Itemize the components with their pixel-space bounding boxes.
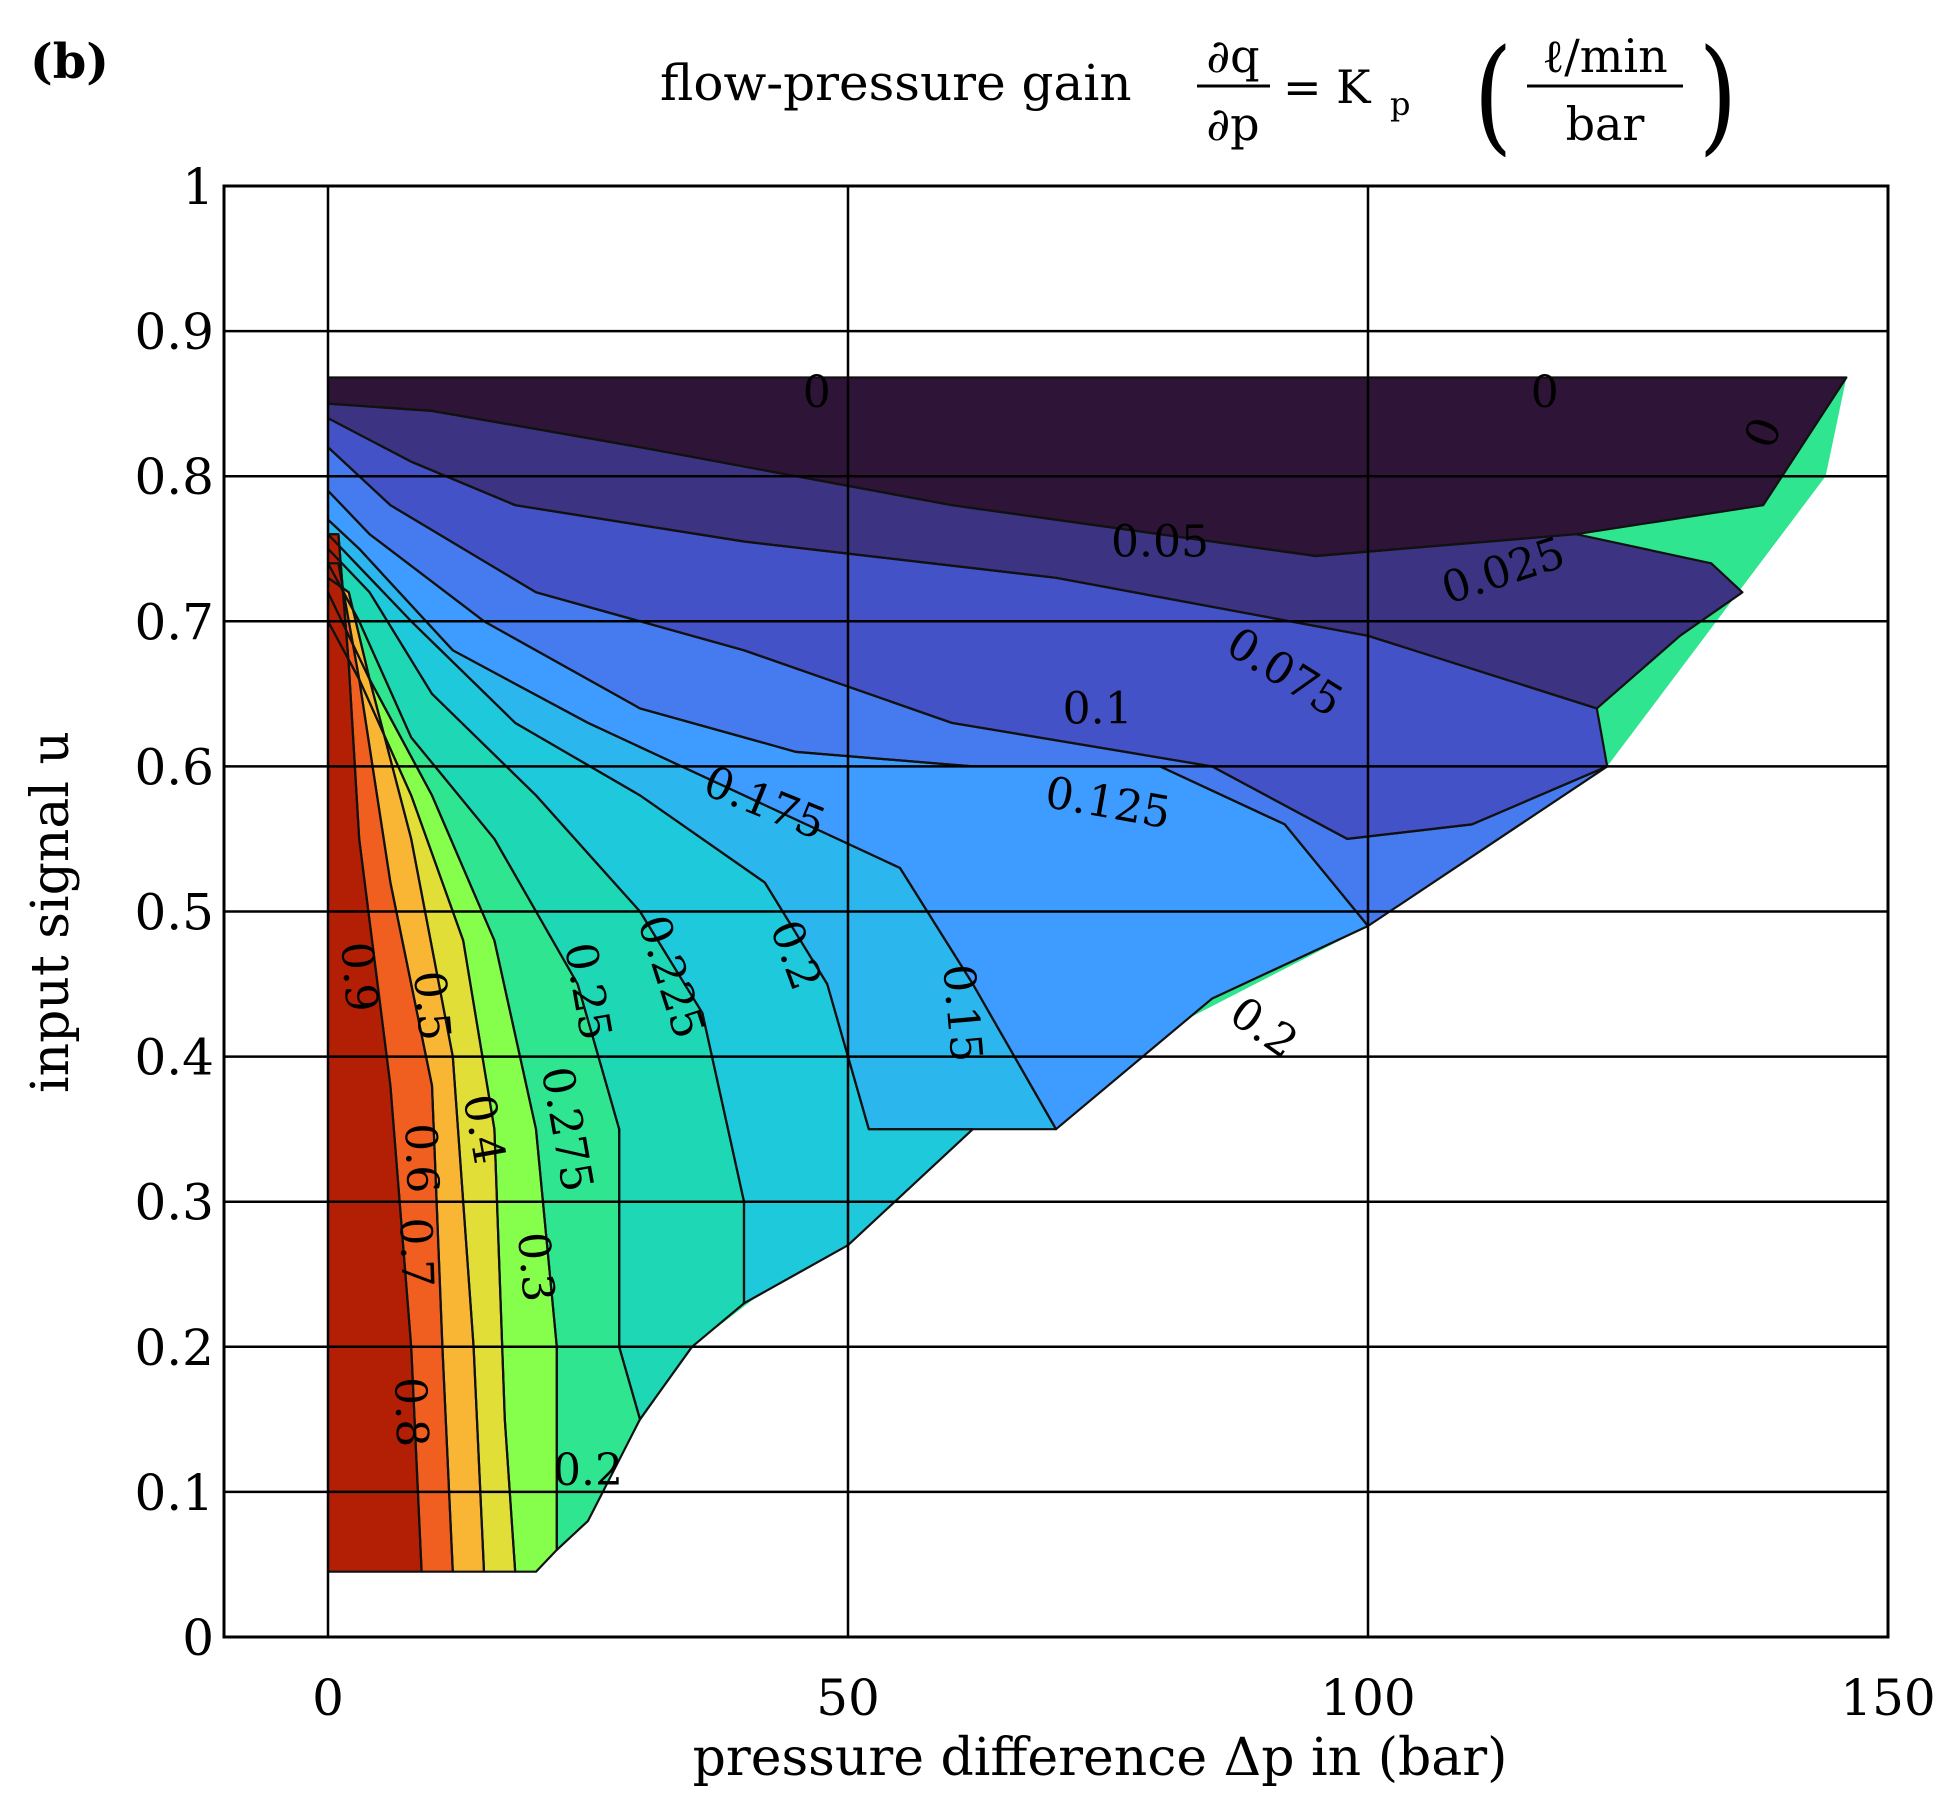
- contour-label: 0: [1531, 367, 1559, 418]
- contour-band-0_125: [328, 519, 1056, 1130]
- y-tick-label: 0.4: [134, 1029, 214, 1087]
- x-tick-label: 50: [816, 1669, 880, 1727]
- contour-label: 0.15: [932, 962, 991, 1064]
- x-axis-label: pressure difference Δp in (bar): [693, 1728, 1508, 1788]
- contour-label: 0.6: [394, 1122, 447, 1194]
- contour-band-0_05: [328, 418, 1608, 839]
- y-tick-label: 0.9: [134, 303, 214, 361]
- contour-label: 0.05: [1111, 516, 1209, 567]
- y-tick-label: 0.6: [134, 738, 214, 796]
- contour-band-0_4: [328, 563, 484, 1572]
- contour-band-0_8: [328, 534, 422, 1572]
- title-paren-left: (: [1473, 22, 1512, 168]
- contour-band-0_2: [328, 563, 640, 1550]
- x-tick-label: 100: [1320, 1669, 1415, 1727]
- contour-band-0_25: [328, 592, 557, 1572]
- y-tick-label: 0.2: [134, 1319, 214, 1377]
- y-axis-ticks: 0 0.1 0.2 0.3 0.4 0.5 0.6 0.7 0.8 0.9 1: [134, 158, 214, 1667]
- title-paren-right: ): [1698, 22, 1737, 168]
- y-tick-label: 0.5: [134, 884, 214, 942]
- y-tick-label: 1: [182, 158, 214, 216]
- y-tick-label: 0.3: [134, 1174, 214, 1232]
- x-tick-label: 150: [1840, 1669, 1935, 1727]
- plot-area: 0 000.0250.050.0750.10.1250.1750.20.150.2…: [222, 184, 1890, 1639]
- title-frac-denominator: ∂p: [1206, 97, 1259, 151]
- title-unit-numerator: ℓ/min: [1542, 29, 1668, 83]
- contour-label: 0.1: [1063, 683, 1133, 734]
- x-tick-label: 0: [312, 1669, 344, 1727]
- title-frac-numerator: ∂q: [1206, 29, 1259, 83]
- panel-label: (b): [30, 34, 109, 90]
- y-tick-label: 0.1: [134, 1464, 214, 1522]
- title-text: flow-pressure gain: [660, 54, 1132, 112]
- contour-label: 0.8: [384, 1376, 437, 1448]
- y-tick-label: 0.8: [134, 448, 214, 506]
- title-subscript: p: [1390, 85, 1410, 123]
- contour-label: 0.2: [553, 1445, 623, 1496]
- y-tick-label: 0.7: [134, 593, 214, 651]
- title-equals-k: = K: [1283, 60, 1372, 114]
- contour-band-0_3: [328, 577, 516, 1572]
- y-tick-label: 0: [182, 1609, 214, 1667]
- title-unit-denominator: bar: [1566, 97, 1645, 151]
- contour-label: 0.5: [403, 969, 460, 1043]
- chart-title: flow-pressure gain ∂q ∂p = K p ( ℓ/min b…: [660, 22, 1738, 168]
- contour-bands: [328, 377, 1847, 1572]
- contour-label: 0.7: [389, 1217, 442, 1289]
- x-axis-ticks: 0 50 100 150: [312, 1669, 1936, 1727]
- contour-band-0_15: [328, 534, 973, 1304]
- y-axis-label: input signal u: [21, 731, 81, 1093]
- contour-band-0: [328, 377, 1847, 556]
- contour-line-0_8: [328, 533, 423, 1573]
- contour-band-0_6: [328, 534, 453, 1572]
- contour-label: 0.4: [452, 1090, 514, 1168]
- contour-label: 0: [803, 367, 831, 418]
- contour-label: 0.9: [330, 940, 387, 1014]
- contour-band-0_025: [328, 403, 1743, 709]
- contour-label: 0.3: [507, 1230, 564, 1304]
- plot-frame: [222, 184, 1890, 1639]
